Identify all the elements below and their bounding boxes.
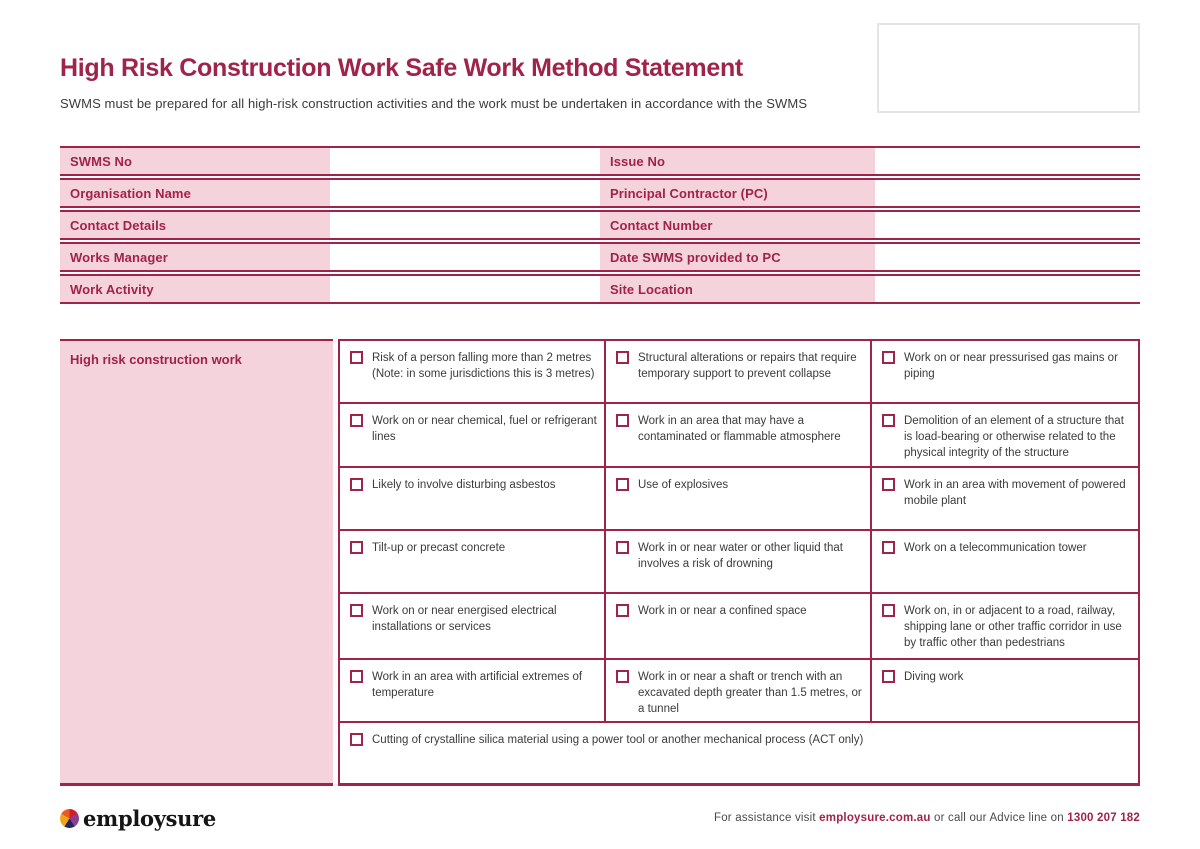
hrcw-item-diving-work: Diving work xyxy=(872,660,1138,723)
checkbox[interactable] xyxy=(882,604,895,617)
company-logo-box xyxy=(877,23,1140,113)
checkbox[interactable] xyxy=(350,733,363,746)
checkbox-label: Work in an area with movement of powered… xyxy=(904,479,1126,508)
checkbox[interactable] xyxy=(616,604,629,617)
hrcw-item-explosives: Use of explosives xyxy=(606,468,872,531)
details-row: Contact Details Contact Number xyxy=(60,210,1140,240)
checkbox[interactable] xyxy=(616,414,629,427)
checkbox-label: Work in or near water or other liquid th… xyxy=(638,542,843,571)
field-value-principal-contractor[interactable] xyxy=(875,180,1140,206)
checkbox-label: Work on or near chemical, fuel or refrig… xyxy=(372,415,597,444)
checkbox[interactable] xyxy=(350,541,363,554)
field-label-contact-details: Contact Details xyxy=(60,212,330,238)
employsure-logo: employsure xyxy=(60,806,216,831)
hrcw-item-tilt-up-concrete: Tilt-up or precast concrete xyxy=(340,531,606,594)
high-risk-checkbox-grid: Risk of a person falling more than 2 met… xyxy=(338,339,1140,786)
checkbox[interactable] xyxy=(350,351,363,364)
field-value-issue-no[interactable] xyxy=(875,148,1140,174)
checkbox[interactable] xyxy=(882,541,895,554)
field-label-organisation-name: Organisation Name xyxy=(60,180,330,206)
checkbox-label: Risk of a person falling more than 2 met… xyxy=(372,352,595,381)
employsure-pie-icon xyxy=(60,808,79,828)
checkbox-label: Diving work xyxy=(904,671,964,683)
checkbox-label: Work in an area with artificial extremes… xyxy=(372,671,583,700)
checkbox[interactable] xyxy=(882,478,895,491)
field-label-site-location: Site Location xyxy=(600,276,875,302)
checkbox-label: Demolition of an element of a structure … xyxy=(904,415,1124,460)
field-value-swms-no[interactable] xyxy=(330,148,600,174)
checkbox[interactable] xyxy=(882,414,895,427)
checkbox[interactable] xyxy=(616,478,629,491)
checkbox-label: Work in or near a confined space xyxy=(638,605,807,617)
field-value-contact-number[interactable] xyxy=(875,212,1140,238)
details-row: SWMS No Issue No xyxy=(60,146,1140,176)
checkbox-label: Tilt-up or precast concrete xyxy=(372,542,506,554)
checkbox[interactable] xyxy=(350,604,363,617)
hrcw-item-drowning-risk: Work in or near water or other liquid th… xyxy=(606,531,872,594)
hrcw-item-falling: Risk of a person falling more than 2 met… xyxy=(340,341,606,404)
hrcw-item-confined-space: Work in or near a confined space xyxy=(606,594,872,660)
hrcw-item-silica-cutting: Cutting of crystalline silica material u… xyxy=(340,723,1138,783)
hrcw-item-gas-mains: Work on or near pressurised gas mains or… xyxy=(872,341,1138,404)
page-title: High Risk Construction Work Safe Work Me… xyxy=(60,54,743,82)
field-value-contact-details[interactable] xyxy=(330,212,600,238)
hrcw-item-contaminated-atmosphere: Work in an area that may have a contamin… xyxy=(606,404,872,468)
checkbox-label: Cutting of crystalline silica material u… xyxy=(372,734,864,746)
assistance-prefix: For assistance visit xyxy=(713,812,820,824)
section-label-high-risk-work: High risk construction work xyxy=(60,339,333,786)
hrcw-item-asbestos: Likely to involve disturbing asbestos xyxy=(340,468,606,531)
field-value-site-location[interactable] xyxy=(875,276,1140,302)
field-label-contact-number: Contact Number xyxy=(600,212,875,238)
field-value-organisation-name[interactable] xyxy=(330,180,600,206)
assistance-middle: or call our Advice line on xyxy=(930,812,1068,824)
hrcw-item-shaft-trench: Work in or near a shaft or trench with a… xyxy=(606,660,872,723)
checkbox[interactable] xyxy=(882,670,895,683)
checkbox-label: Work in or near a shaft or trench with a… xyxy=(638,671,862,716)
field-label-work-activity: Work Activity xyxy=(60,276,330,302)
checkbox-label: Work in an area that may have a contamin… xyxy=(638,415,841,444)
website-link[interactable]: employsure.com.au xyxy=(819,812,931,824)
field-value-works-manager[interactable] xyxy=(330,244,600,270)
checkbox-label: Work on a telecommunication tower xyxy=(904,542,1087,554)
checkbox-label: Likely to involve disturbing asbestos xyxy=(372,479,556,491)
hrcw-item-temperature-extremes: Work in an area with artificial extremes… xyxy=(340,660,606,723)
checkbox[interactable] xyxy=(616,351,629,364)
checkbox[interactable] xyxy=(350,478,363,491)
assistance-line: For assistance visit employsure.com.au o… xyxy=(714,812,1140,824)
field-value-date-swms-provided[interactable] xyxy=(875,244,1140,270)
hrcw-item-telecommunication-tower: Work on a telecommunication tower xyxy=(872,531,1138,594)
field-label-swms-no: SWMS No xyxy=(60,148,330,174)
hrcw-item-traffic-corridor: Work on, in or adjacent to a road, railw… xyxy=(872,594,1138,660)
hrcw-item-chemical-fuel: Work on or near chemical, fuel or refrig… xyxy=(340,404,606,468)
hrcw-item-energised-electrical: Work on or near energised electrical ins… xyxy=(340,594,606,660)
checkbox[interactable] xyxy=(616,541,629,554)
hrcw-item-structural-alterations: Structural alterations or repairs that r… xyxy=(606,341,872,404)
details-row: Work Activity Site Location xyxy=(60,274,1140,304)
project-details-table: SWMS No Issue No Organisation Name Princ… xyxy=(60,146,1140,306)
checkbox-label: Work on or near energised electrical ins… xyxy=(372,605,557,634)
field-value-work-activity[interactable] xyxy=(330,276,600,302)
details-row: Works Manager Date SWMS provided to PC xyxy=(60,242,1140,272)
footer: employsure For assistance visit employsu… xyxy=(60,801,1140,835)
field-label-date-swms-provided: Date SWMS provided to PC xyxy=(600,244,875,270)
checkbox[interactable] xyxy=(616,670,629,683)
field-label-issue-no: Issue No xyxy=(600,148,875,174)
advice-line-phone: 1300 207 182 xyxy=(1067,812,1140,824)
field-label-works-manager: Works Manager xyxy=(60,244,330,270)
checkbox[interactable] xyxy=(350,414,363,427)
checkbox[interactable] xyxy=(350,670,363,683)
field-label-principal-contractor: Principal Contractor (PC) xyxy=(600,180,875,206)
hrcw-item-demolition: Demolition of an element of a structure … xyxy=(872,404,1138,468)
hrcw-item-mobile-plant: Work in an area with movement of powered… xyxy=(872,468,1138,531)
checkbox-label: Work on or near pressurised gas mains or… xyxy=(904,352,1118,381)
checkbox-label: Work on, in or adjacent to a road, railw… xyxy=(904,605,1122,650)
checkbox[interactable] xyxy=(882,351,895,364)
checkbox-label: Use of explosives xyxy=(638,479,729,491)
intro-note: SWMS must be prepared for all high-risk … xyxy=(60,96,808,111)
employsure-logo-text: employsure xyxy=(83,805,216,831)
checkbox-label: Structural alterations or repairs that r… xyxy=(638,352,857,381)
high-risk-work-table: High risk construction work Risk of a pe… xyxy=(60,339,1140,786)
details-row: Organisation Name Principal Contractor (… xyxy=(60,178,1140,208)
